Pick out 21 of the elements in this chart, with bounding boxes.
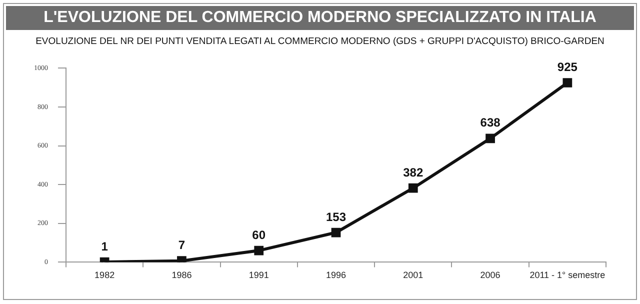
point <box>486 134 495 144</box>
x-tick-label: 1982 <box>94 270 115 280</box>
point <box>254 246 264 256</box>
x-tick-label: 2011 - 1° semestre <box>530 270 606 280</box>
x-tick-label: 2006 <box>480 270 500 280</box>
point <box>408 183 418 193</box>
point <box>331 228 341 238</box>
data-label: 1 <box>101 239 108 254</box>
x-tick-label: 1991 <box>248 270 269 280</box>
chart-title: L'EVOLUZIONE DEL COMMERCIO MODERNO SPECIALIZZATO IN ITALIA <box>6 6 634 30</box>
point <box>562 78 572 88</box>
x-tick-label: 1986 <box>172 270 192 280</box>
x-tick-label: 2001 <box>403 270 424 280</box>
x-tick-label: 1996 <box>326 270 346 280</box>
data-label: 60 <box>252 228 266 242</box>
data-label: 382 <box>403 165 424 180</box>
data-label: 925 <box>557 60 578 74</box>
data-label: 153 <box>326 210 346 224</box>
data-label: 638 <box>480 116 501 130</box>
data-label: 7 <box>178 238 186 252</box>
chart-subtitle: EVOLUZIONE DEL NR DEI PUNTI VENDITA LEGATI AL COMMERCIO MODERNO (GDS + GRUPPI D'ACQUISTO) BRICO-GARDEN <box>34 36 606 49</box>
